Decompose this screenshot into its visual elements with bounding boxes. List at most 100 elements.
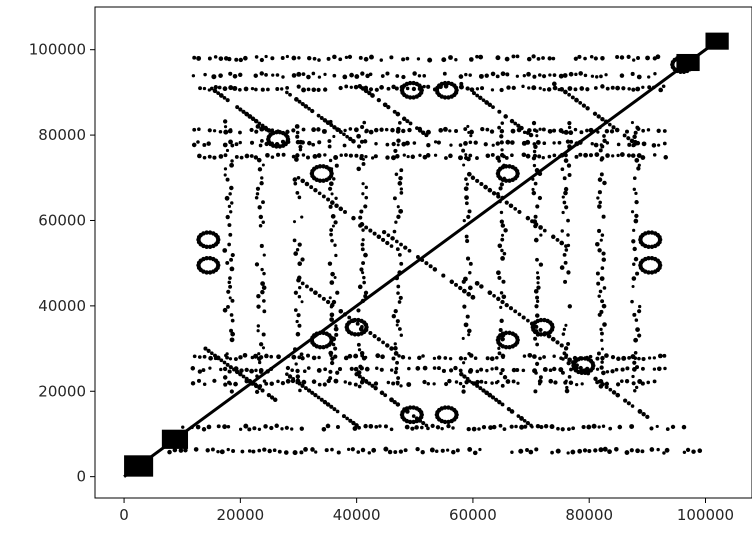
band-point (362, 275, 366, 280)
band-point (356, 133, 361, 139)
anti-diagonal-point (470, 175, 476, 181)
band-point (329, 280, 335, 285)
anti-diagonal-point (364, 379, 369, 384)
anti-diagonal-point (216, 91, 221, 96)
anti-diagonal-point (343, 209, 347, 214)
anti-diagonal-point (462, 374, 467, 379)
ring-point (215, 265, 220, 270)
band-point (635, 271, 640, 276)
band-point (547, 154, 552, 159)
band-point (462, 218, 466, 223)
band-point (458, 368, 463, 373)
band-point (519, 424, 525, 430)
anti-diagonal-point (313, 392, 318, 398)
band-point (228, 296, 232, 300)
band-point (298, 139, 304, 145)
band-point (589, 54, 594, 59)
band-point (498, 423, 503, 428)
band-point (636, 74, 642, 80)
band-point (547, 128, 553, 134)
band-point (316, 153, 322, 158)
band-point (239, 155, 244, 160)
band-point (658, 87, 664, 93)
band-point (191, 74, 196, 78)
band-point (662, 451, 666, 455)
band-point (295, 248, 300, 252)
y-tick-label: 100000 (29, 41, 86, 59)
band-point (255, 186, 261, 191)
band-point (595, 241, 600, 247)
band-point (375, 353, 381, 359)
band-point (213, 85, 218, 90)
band-point (261, 285, 267, 291)
band-point (516, 381, 520, 385)
band-point (425, 153, 431, 158)
band-point (328, 186, 333, 191)
band-point (262, 271, 266, 276)
band-point (225, 355, 229, 360)
band-point (397, 300, 402, 304)
band-point (316, 87, 321, 92)
band-point (631, 143, 635, 148)
anti-diagonal-point (304, 181, 310, 187)
band-point (329, 312, 335, 318)
band-point (347, 447, 351, 452)
band-point (582, 448, 588, 453)
band-point (260, 139, 264, 143)
band-point (600, 55, 605, 61)
band-point (469, 134, 473, 138)
band-point (225, 352, 229, 356)
band-point (462, 304, 467, 309)
band-point (197, 369, 202, 374)
band-point (301, 127, 306, 132)
band-point (537, 154, 542, 159)
anti-diagonal-point (310, 108, 315, 114)
anti-diagonal-point (322, 118, 328, 123)
band-point (264, 381, 269, 386)
band-point (393, 351, 399, 356)
band-point (226, 304, 230, 309)
band-point (394, 366, 399, 371)
band-point (391, 314, 396, 319)
anti-diagonal-point (608, 387, 613, 392)
ring-point (442, 419, 448, 425)
band-point (291, 154, 296, 159)
band-point (229, 337, 235, 343)
anti-diagonal-point (241, 374, 246, 379)
band-point (542, 141, 547, 146)
anti-diagonal-point (260, 388, 265, 393)
anti-diagonal-point (574, 97, 579, 103)
band-point (405, 86, 410, 91)
band-point (637, 356, 641, 361)
band-point (358, 215, 363, 220)
band-point (602, 446, 608, 452)
band-point (211, 74, 217, 80)
band-point (467, 131, 471, 135)
anti-diagonal-point (291, 376, 296, 381)
band-point (400, 355, 406, 360)
anti-diagonal-point (335, 409, 340, 414)
band-point (478, 54, 484, 60)
band-point (228, 71, 233, 76)
band-point (360, 447, 366, 453)
anti-diagonal-point (449, 279, 455, 285)
anti-diagonal-point (407, 248, 412, 253)
band-point (202, 86, 207, 91)
band-point (598, 447, 604, 453)
band-point (495, 355, 499, 360)
band-point (234, 142, 239, 147)
anti-diagonal-point (257, 121, 262, 126)
band-point (398, 449, 404, 454)
band-point (600, 360, 604, 364)
band-point (269, 381, 274, 386)
band-point (298, 388, 302, 393)
band-point (440, 426, 444, 431)
anti-diagonal-point (551, 81, 557, 87)
anti-diagonal-point (466, 291, 472, 297)
band-point (555, 448, 561, 454)
band-point (197, 127, 201, 132)
band-point (436, 140, 441, 145)
band-point (490, 367, 494, 371)
band-point (257, 167, 263, 172)
